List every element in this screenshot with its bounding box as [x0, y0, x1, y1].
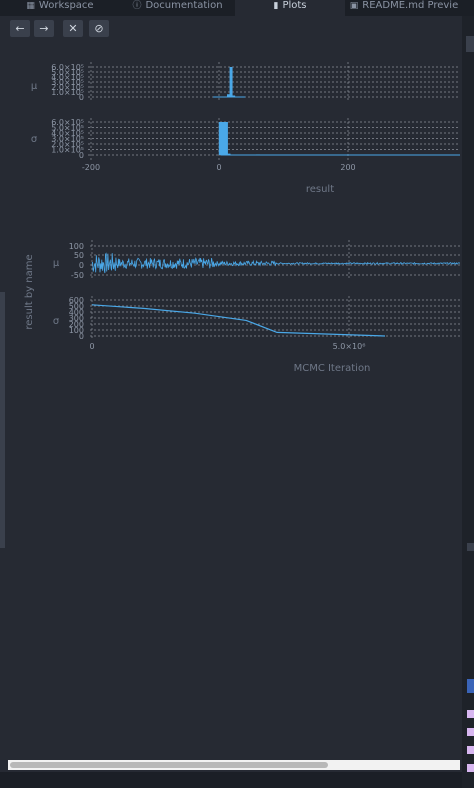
panel2-ylabel: σ [31, 134, 38, 145]
panel2-ytick-0: 6.0×10⁵ [51, 118, 84, 127]
side-file-icon[interactable] [467, 746, 474, 754]
panel1-ytick-0: 6.0×10⁵ [51, 63, 84, 72]
side-file-icon[interactable] [467, 710, 474, 718]
tab-workspace[interactable]: ▦ Workspace [0, 0, 120, 16]
status-bar [0, 772, 474, 788]
panel3-ytick-2: 0 [79, 261, 84, 270]
right-side-panel [462, 16, 474, 788]
panel1-ytick-1: 5.0×10⁵ [51, 68, 84, 77]
preview-icon: ▣ [349, 1, 359, 11]
panel1-ytick-4: 2.0×10⁵ [51, 83, 84, 92]
tab-documentation[interactable]: ⓘ Documentation [121, 0, 234, 16]
plot-canvas: μ 6.0×10⁵5.0×10⁵4.0×10⁵3.0×10⁵2.0×10⁵1.0… [24, 62, 460, 374]
forward-button[interactable]: → [34, 20, 54, 37]
tab-documentation-label: Documentation [145, 0, 223, 11]
panel2-ytick-5: 1.0×10⁵ [51, 146, 84, 155]
panel3-trace-line [91, 252, 460, 274]
panel2-xtick-0: -200 [82, 163, 100, 172]
panel1-ytick-6: 0 [79, 93, 84, 102]
tab-readme-label: README.md Previe [362, 0, 459, 11]
side-handle[interactable] [467, 543, 474, 551]
clear-plots-button[interactable]: ⊘ [89, 20, 109, 37]
grid-icon: ▦ [26, 1, 35, 11]
panel4-xlabel: MCMC Iteration [294, 363, 371, 374]
panel4-ytick-5: 100 [69, 326, 84, 335]
panel4-ytick-6: 0 [79, 332, 84, 341]
info-icon: ⓘ [132, 1, 142, 11]
panel2-xtick-2: 200 [340, 163, 355, 172]
panel1-bar-3 [232, 95, 236, 97]
panel2-ytick-2: 4.0×10⁵ [51, 129, 84, 138]
panel2-bar-1 [221, 122, 226, 155]
panel4-ylabel: σ [53, 316, 60, 327]
panel2-xtick-1: 0 [216, 163, 221, 172]
group-ylabel: result by name [24, 254, 35, 329]
panel2-xlabel: result [306, 184, 334, 195]
close-icon: ✕ [68, 22, 78, 35]
plot-pane: μ 6.0×10⁵ 5.0×10⁵ 4.0×10⁵ 3.0×10⁵ 2.0×10⁵ 1.0… [8, 42, 460, 758]
side-button[interactable] [466, 36, 474, 52]
panel3-ytick-3: -50 [71, 271, 84, 280]
panel3-ytick-0: 100 [69, 242, 84, 251]
panel4-xtick-1: 5.0×10⁶ [333, 342, 366, 351]
panel1-ytick-3: 3.0×10⁵ [51, 78, 84, 87]
panel2-ytick-6: 0 [79, 151, 84, 160]
clear-icon: ⊘ [94, 22, 104, 35]
plot-toolbar: ← → ✕ ⊘ [0, 16, 474, 42]
panel2-bar-0 [218, 122, 223, 155]
panel1-bar-2 [229, 67, 233, 97]
close-plot-button[interactable]: ✕ [63, 20, 83, 37]
panel2-ytick-3: 3.0×10⁵ [51, 135, 84, 144]
arrow-right-icon: → [39, 22, 49, 35]
tab-readme-preview[interactable]: ▣ README.md Previe [346, 0, 462, 16]
panel4-ytick-4: 200 [69, 320, 84, 329]
panel4-ytick-2: 400 [69, 308, 84, 317]
tab-workspace-label: Workspace [38, 0, 94, 11]
panel2-bar-2 [223, 122, 228, 155]
horizontal-scrollbar[interactable] [8, 760, 460, 770]
panel1-ytick-2: 4.0×10⁵ [51, 73, 84, 82]
tab-plots-label: Plots [282, 0, 307, 11]
panel2-ytick-1: 5.0×10⁵ [51, 124, 84, 133]
panel2-ytick-4: 2.0×10⁵ [51, 140, 84, 149]
back-button[interactable]: ← [10, 20, 30, 37]
bar-chart-icon: ▮ [273, 1, 279, 11]
panel3-ytick-1: 50 [74, 251, 84, 260]
side-accent-button[interactable] [467, 679, 474, 693]
tab-plots[interactable]: ▮ Plots [235, 0, 345, 16]
tab-bar: ▦ Workspace ⓘ Documentation ▮ Plots ▣ README… [0, 0, 474, 16]
panel1-ytick-5: 1.0×10⁵ [51, 88, 84, 97]
panel2-bar-3 [226, 153, 231, 155]
side-file-icon[interactable] [467, 728, 474, 736]
panel4-ytick-1: 500 [69, 302, 84, 311]
panel4-ytick-0: 600 [69, 296, 84, 305]
panel1-bar-1 [226, 94, 230, 97]
side-file-icon[interactable] [467, 764, 474, 772]
panel4-ytick-3: 300 [69, 314, 84, 323]
panel1-ylabel: μ [31, 81, 38, 92]
horizontal-scroll-thumb[interactable] [10, 762, 328, 768]
arrow-left-icon: ← [15, 22, 25, 35]
panel4-xtick-0: 0 [89, 342, 94, 351]
panel3-ylabel: μ [53, 258, 60, 269]
vertical-scrollbar[interactable] [0, 292, 5, 548]
panel4-trace-line [91, 304, 386, 337]
